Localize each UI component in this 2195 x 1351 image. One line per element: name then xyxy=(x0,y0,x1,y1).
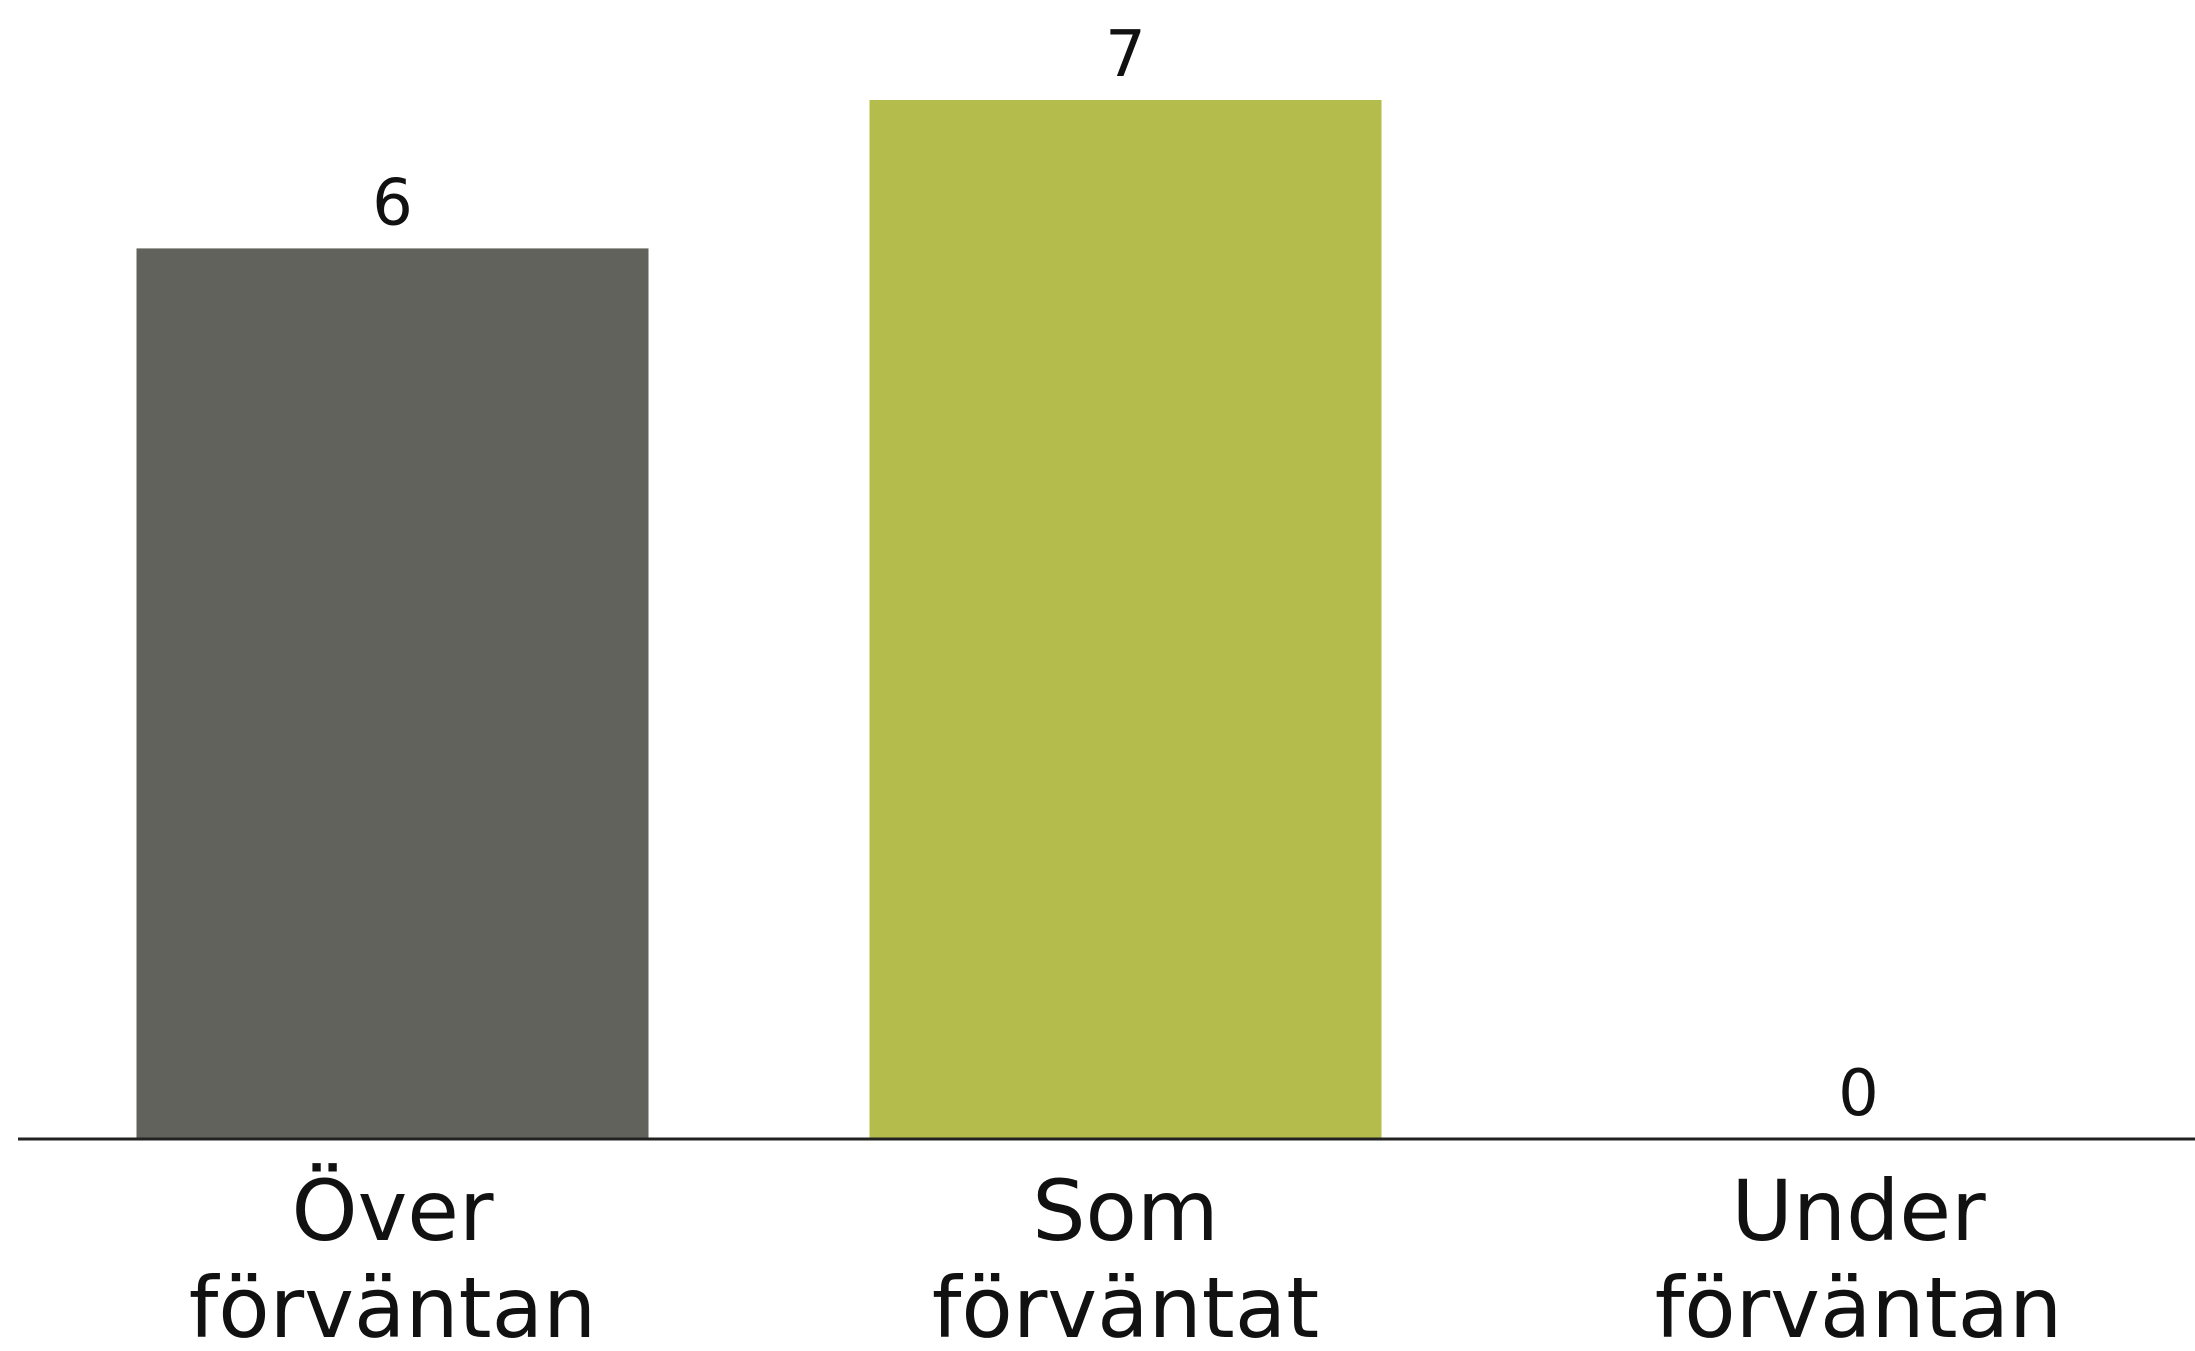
category-label-2-line-1: förväntan xyxy=(1655,1259,2063,1351)
category-label-1: Som förväntat xyxy=(932,1162,1319,1351)
bars-group xyxy=(136,100,1382,1139)
category-label-0-line-1: förväntan xyxy=(189,1259,597,1351)
bar-0 xyxy=(136,248,649,1139)
category-label-2: Under förväntan xyxy=(1655,1162,2063,1351)
category-label-0: Över förväntan xyxy=(189,1162,597,1351)
category-label-1-line-0: Som xyxy=(1032,1162,1219,1260)
category-label-2-line-0: Under xyxy=(1731,1162,1986,1260)
value-labels-group: 6 7 0 xyxy=(372,18,1879,1131)
value-label-1: 7 xyxy=(1105,18,1146,92)
bar-1 xyxy=(869,100,1382,1139)
category-label-0-line-0: Över xyxy=(291,1162,494,1260)
value-label-0: 6 xyxy=(372,166,413,240)
value-label-2: 0 xyxy=(1838,1057,1879,1131)
category-label-1-line-1: förväntat xyxy=(932,1259,1319,1351)
